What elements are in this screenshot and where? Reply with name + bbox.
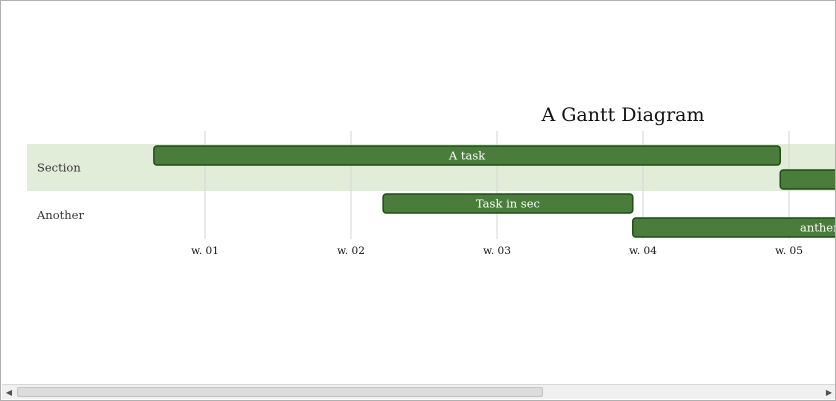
x-tick-label: w. 02 bbox=[337, 245, 365, 257]
task-bar bbox=[779, 169, 835, 190]
x-tick-label: w. 04 bbox=[629, 245, 657, 257]
scrollbar-thumb[interactable] bbox=[17, 387, 543, 397]
scroll-left-arrow-icon[interactable]: ◀ bbox=[5, 387, 13, 397]
x-tick-label: w. 01 bbox=[191, 245, 219, 257]
task-label: anther bbox=[800, 221, 835, 235]
task-bar bbox=[153, 145, 781, 166]
gantt-chart: Section Another w. 01 w. 02 w. 03 w. 04 w. 05 A… bbox=[27, 104, 835, 257]
x-tick-label: w. 05 bbox=[775, 245, 803, 257]
section-label: Section bbox=[37, 161, 81, 175]
task-bar bbox=[382, 193, 634, 214]
horizontal-scrollbar[interactable]: ◀ ▶ bbox=[2, 384, 835, 399]
diagram-title: A Gantt Diagram bbox=[540, 104, 704, 126]
section-label: Another bbox=[36, 208, 84, 222]
scroll-right-arrow-icon[interactable]: ▶ bbox=[825, 387, 833, 397]
task-bar bbox=[632, 217, 835, 238]
task-label: Task in sec bbox=[476, 197, 540, 211]
task-label: A task bbox=[448, 149, 486, 163]
x-tick-label: w. 03 bbox=[483, 245, 511, 257]
